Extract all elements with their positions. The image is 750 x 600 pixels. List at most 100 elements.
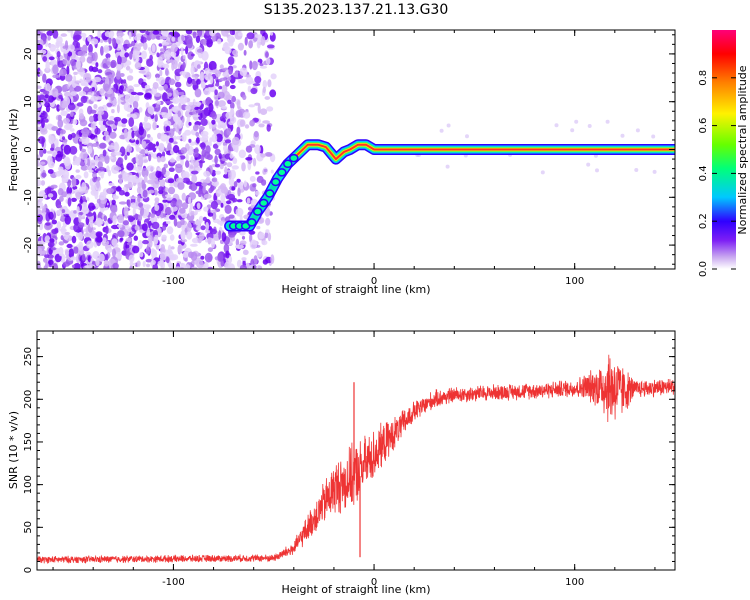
noise-speck xyxy=(220,202,224,208)
noise-speck xyxy=(194,88,202,98)
noise-speck xyxy=(39,161,46,165)
noise-speck xyxy=(200,39,207,45)
noise-speck xyxy=(161,41,170,46)
noise-speck xyxy=(237,42,244,51)
noise-speck xyxy=(55,153,63,162)
noise-speck xyxy=(253,255,258,265)
noise-speck xyxy=(78,113,85,120)
noise-speck xyxy=(82,195,86,201)
noise-speck xyxy=(175,135,182,140)
noise-speck xyxy=(165,214,169,219)
noise-speck xyxy=(239,264,247,269)
noise-speck xyxy=(118,174,123,179)
noise-speck xyxy=(75,174,82,180)
noise-speck xyxy=(161,112,169,119)
noise-speck xyxy=(169,183,175,187)
noise-speck xyxy=(252,157,257,167)
noise-speck xyxy=(105,61,111,66)
noise-speck xyxy=(214,89,218,96)
y-tick-label: 0 xyxy=(23,146,34,152)
noise-speck xyxy=(219,64,224,70)
noise-speck xyxy=(56,51,61,58)
noise-speck xyxy=(78,211,84,216)
noise-speck xyxy=(63,117,70,124)
noise-speck xyxy=(162,199,168,203)
noise-speck xyxy=(267,79,272,88)
noise-speck xyxy=(165,206,172,216)
noise-speck xyxy=(635,128,640,133)
noise-speck xyxy=(165,87,173,93)
noise-speck xyxy=(152,30,160,35)
noise-speck xyxy=(105,135,111,143)
noise-speck xyxy=(117,55,122,66)
noise-speck xyxy=(97,30,101,39)
noise-speck xyxy=(256,175,264,184)
noise-speck xyxy=(40,30,46,33)
noise-speck xyxy=(224,80,230,87)
noise-speck xyxy=(439,128,444,133)
noise-speck xyxy=(207,236,212,245)
ridge-blob xyxy=(283,159,293,169)
noise-speck xyxy=(188,138,192,143)
noise-speck xyxy=(219,116,224,122)
noise-speck xyxy=(75,60,81,70)
noise-speck xyxy=(41,194,48,199)
noise-speck xyxy=(137,154,144,160)
noise-speck xyxy=(217,91,225,99)
noise-speck xyxy=(143,159,149,163)
noise-speck xyxy=(208,187,213,194)
noise-speck xyxy=(99,88,105,95)
noise-speck xyxy=(73,71,78,75)
noise-speck xyxy=(260,36,266,46)
noise-speck xyxy=(129,196,137,200)
noise-speck xyxy=(235,207,244,217)
noise-speck xyxy=(237,187,241,197)
noise-speck xyxy=(214,155,218,165)
noise-speck xyxy=(69,145,78,155)
noise-speck xyxy=(62,261,71,267)
noise-speck xyxy=(154,197,160,203)
noise-speck xyxy=(205,238,209,243)
noise-speck xyxy=(60,33,68,37)
noise-speck xyxy=(165,125,171,132)
noise-speck xyxy=(200,225,206,231)
noise-speck xyxy=(146,179,155,185)
snr-series-line xyxy=(37,354,675,565)
x-tick-label: -100 xyxy=(162,276,185,287)
noise-speck xyxy=(205,145,211,154)
noise-speck xyxy=(159,69,163,77)
noise-speck xyxy=(37,247,43,257)
noise-speck xyxy=(205,141,212,147)
noise-speck xyxy=(37,43,43,51)
noise-speck xyxy=(64,91,72,97)
noise-speck xyxy=(130,91,138,96)
noise-speck xyxy=(143,175,148,183)
noise-speck xyxy=(51,219,57,225)
noise-speck xyxy=(93,76,102,83)
noise-speck xyxy=(68,248,75,259)
noise-speck xyxy=(91,87,96,92)
noise-speck xyxy=(248,80,256,84)
noise-speck xyxy=(168,128,175,138)
noise-speck xyxy=(162,92,167,102)
noise-speck xyxy=(77,50,86,57)
noise-speck xyxy=(105,253,109,261)
noise-speck xyxy=(135,33,142,38)
noise-speck xyxy=(112,215,117,225)
noise-speck xyxy=(167,47,174,53)
noise-speck xyxy=(257,265,263,269)
noise-speck xyxy=(197,237,202,244)
noise-speck xyxy=(176,75,181,81)
noise-speck xyxy=(98,106,104,112)
noise-speck xyxy=(200,118,208,126)
noise-speck xyxy=(221,232,227,242)
noise-speck xyxy=(195,109,203,114)
noise-speck xyxy=(136,147,142,153)
noise-speck xyxy=(133,83,140,88)
noise-speck xyxy=(175,124,180,133)
noise-speck xyxy=(211,112,217,120)
noise-speck xyxy=(148,235,153,243)
noise-speck xyxy=(163,163,168,169)
noise-speck xyxy=(222,73,228,77)
